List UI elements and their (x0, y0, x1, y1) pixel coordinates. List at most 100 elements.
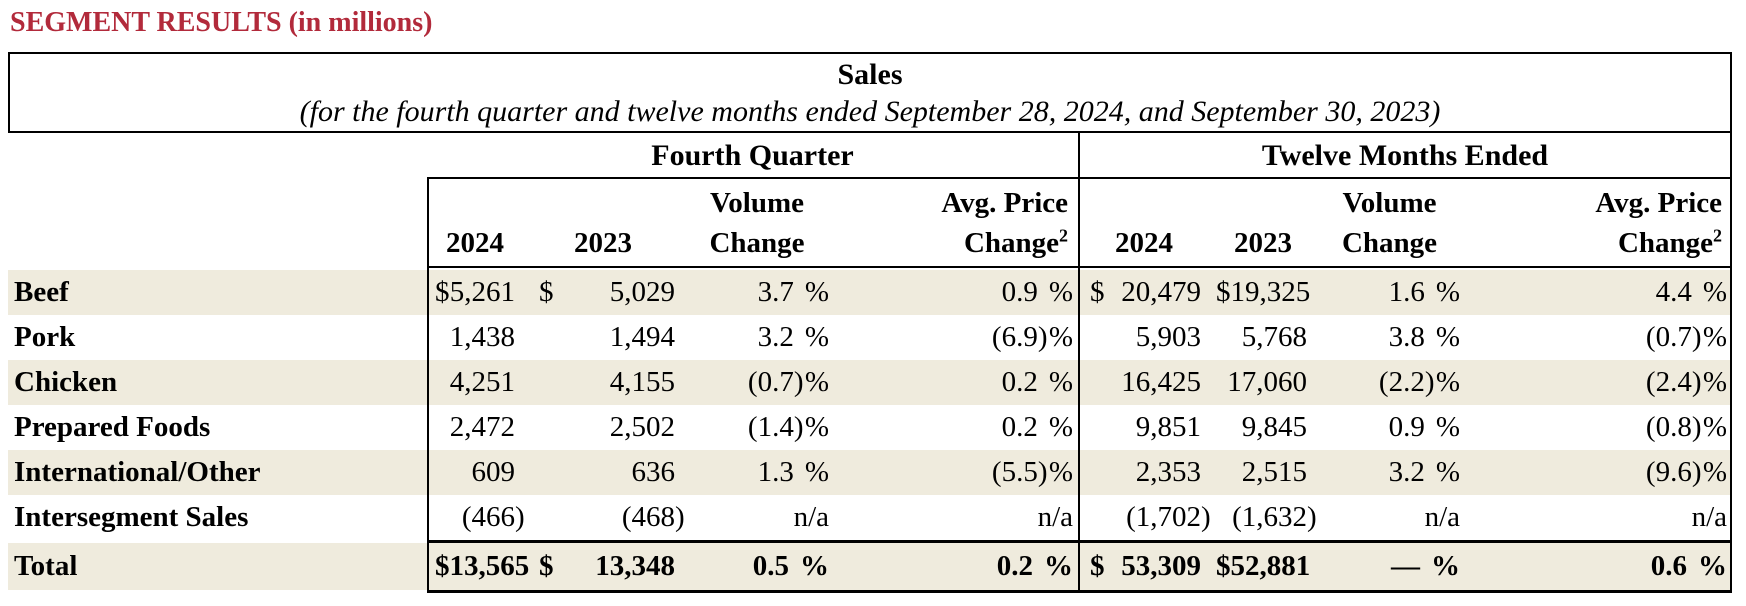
table-row-pork: Pork 1,438 1,494 3.2% (6.9)% 5,903 5,768 3.8% (0… (8, 315, 1732, 360)
footnote-marker: 2 (1059, 225, 1068, 246)
row-label: Beef (14, 276, 69, 308)
percent-sign: % (804, 276, 829, 308)
cell-beef-tm2023: $19,325 (1210, 270, 1316, 315)
change-value: 1.6 (1388, 276, 1425, 308)
cell-chicken-fq2023: 4,155 (523, 360, 683, 405)
percent-sign: % (1435, 456, 1460, 488)
cell-international-other-fq2024: 609 (427, 450, 523, 495)
table-subtitle: (for the fourth quarter and twelve month… (299, 95, 1441, 128)
percent-sign: % (1435, 276, 1460, 308)
table-rule-above-total (427, 540, 1732, 543)
change-value: 4.4 (1655, 276, 1692, 308)
change-value: (0.7 (1645, 321, 1692, 353)
col-header-fq-price-change: Change2 (963, 225, 1068, 259)
percent-sign: % (804, 411, 829, 443)
cell-pork-tm2023: 5,768 (1210, 315, 1316, 360)
cell-beef-tmvol: 1.6% (1316, 270, 1463, 315)
row-label: Intersegment Sales (14, 501, 249, 533)
amount-value: (468 (621, 501, 675, 533)
amount-value: 1,438 (449, 321, 515, 353)
amount-value: 4,155 (609, 366, 675, 398)
cell-chicken-fqvol: (0.7)% (683, 360, 831, 405)
table-row-total: Total $13,565 $13,348 0.5% 0.2% $53,309 $52,88… (8, 543, 1732, 590)
cell-intersegment-sales-tm2024: (1,702) (1078, 495, 1211, 540)
cell-total-fqvol: 0.5% (683, 543, 831, 590)
row-label: Prepared Foods (14, 411, 211, 443)
percent-sign: % (1048, 456, 1073, 488)
percent-sign: % (1702, 366, 1727, 398)
cell-intersegment-sales-tmprice: n/a (1463, 495, 1732, 540)
change-value: 0.6 (1650, 550, 1687, 582)
cell-intersegment-sales-fqprice: n/a (831, 495, 1078, 540)
cell-chicken-tmvol: (2.2)% (1316, 360, 1463, 405)
cell-chicken-tmprice: (2.4)% (1463, 360, 1732, 405)
dollar-sign: $ (1216, 550, 1231, 582)
group-header-twelve-months: Twelve Months Ended (1261, 139, 1549, 172)
cell-intersegment-sales-fq2023: (468) (523, 495, 685, 540)
amount-value: 16,425 (1121, 366, 1201, 398)
dollar-sign: $ (435, 276, 450, 308)
cell-pork-tmprice: (0.7)% (1463, 315, 1732, 360)
col-header-fq-volume-change: Change (709, 227, 805, 259)
cell-international-other-tm2024: 2,353 (1078, 450, 1210, 495)
amount-value: 5,903 (1135, 321, 1201, 353)
change-value: n/a (1424, 501, 1460, 533)
cell-total-fqprice: 0.2% (831, 543, 1078, 590)
footnote-marker: 2 (1713, 225, 1722, 246)
table-row-chicken: Chicken 4,251 4,155 (0.7)% 0.2% 16,425 17,060(… (8, 360, 1732, 405)
cell-intersegment-sales-fq2024: (466) (427, 495, 525, 540)
percent-sign: % (1044, 550, 1073, 582)
table-border-right (1730, 131, 1732, 593)
change-value: (5.5 (991, 456, 1038, 488)
amount-value: 5,768 (1241, 321, 1307, 353)
amount-value: 2,472 (449, 411, 515, 443)
change-value: 3.7 (757, 276, 794, 308)
row-label: Total (14, 550, 78, 582)
cell-international-other-fq2023: 636 (523, 450, 683, 495)
change-value: 0.5 (752, 550, 789, 582)
change-value: 3.2 (757, 321, 794, 353)
row-label: Chicken (14, 366, 118, 398)
col-header-fq-2023: 2023 (574, 227, 632, 259)
col-header-tm-2024: 2024 (1115, 227, 1173, 259)
change-value: n/a (793, 501, 829, 533)
amount-value: 20,479 (1121, 276, 1201, 308)
table-title: Sales (837, 58, 903, 91)
change-value: 3.8 (1388, 321, 1425, 353)
percent-sign: % (1048, 366, 1073, 398)
percent-sign: % (1702, 321, 1727, 353)
dollar-sign: $ (1090, 550, 1105, 582)
cell-chicken-fq2024: 4,251 (427, 360, 523, 405)
table-rule-bottom (427, 590, 1732, 593)
cell-total-fq2024: $13,565 (427, 543, 529, 590)
change-value: (9.6 (1645, 456, 1692, 488)
amount-value: 2,515 (1241, 456, 1307, 488)
change-value: (1.4 (747, 411, 794, 443)
cell-beef-tmprice: 4.4% (1463, 270, 1732, 315)
cell-intersegment-sales-tm2023: (1,632) (1210, 495, 1317, 540)
change-value: — (1391, 550, 1420, 582)
cell-chicken-tm2023: 17,060 (1210, 360, 1316, 405)
percent-sign: % (1702, 411, 1727, 443)
change-value: 3.2 (1388, 456, 1425, 488)
cell-total-tmprice: 0.6% (1463, 543, 1732, 590)
percent-sign: % (1702, 456, 1727, 488)
col-header-fq-volume: Volume (710, 187, 804, 219)
percent-sign: % (804, 456, 829, 488)
cell-international-other-tmprice: (9.6)% (1463, 450, 1732, 495)
dollar-sign: $ (1216, 276, 1231, 308)
table-rule-under-groups (427, 177, 1732, 179)
cell-chicken-tm2024: 16,425 (1078, 360, 1210, 405)
change-value: 0.9 (1388, 411, 1425, 443)
amount-value: 9,845 (1241, 411, 1307, 443)
col-header-tm-price-change: Change2 (1617, 225, 1722, 259)
change-value: 1.3 (757, 456, 794, 488)
cell-prepared-foods-fqprice: 0.2% (831, 405, 1078, 450)
cell-intersegment-sales-fqvol: n/a (683, 495, 831, 540)
cell-international-other-tm2023: 2,515 (1210, 450, 1316, 495)
change-value: 0.2 (1001, 366, 1038, 398)
cell-pork-tm2024: 5,903 (1078, 315, 1210, 360)
percent-sign: % (1702, 276, 1727, 308)
percent-sign: % (804, 321, 829, 353)
